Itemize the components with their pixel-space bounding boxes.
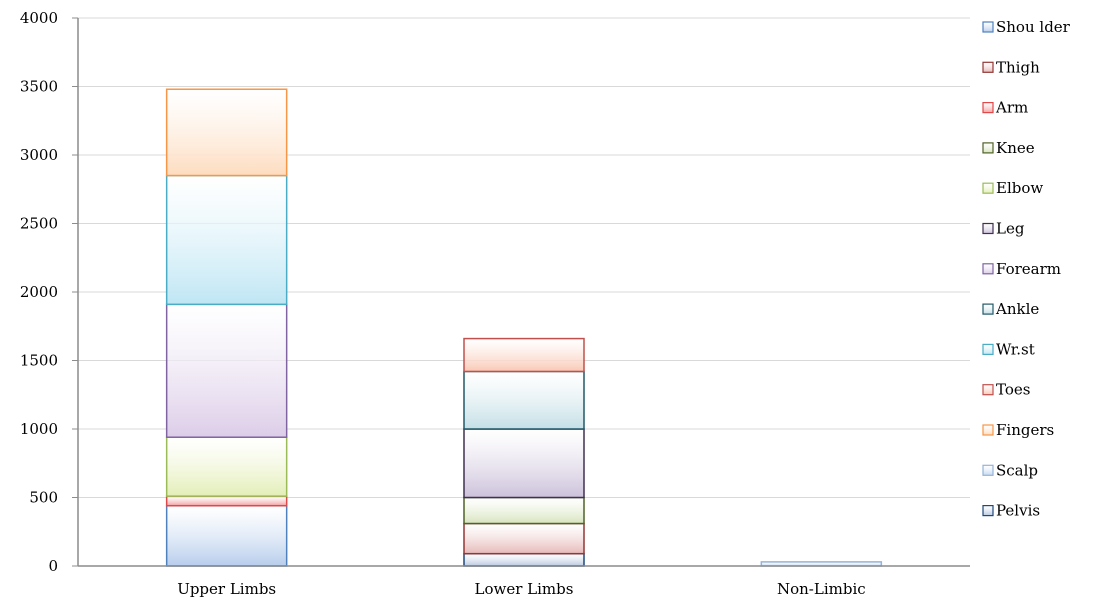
legend-label: Knee [996,139,1035,157]
legend-swatch [982,263,994,275]
y-tick-label: 2500 [20,215,58,233]
legend-swatch [982,464,994,476]
bar-segment-thigh [463,522,585,555]
bar-segment-toes [463,337,585,373]
y-tick-label: 3000 [20,146,58,164]
legend-label: Arm [995,99,1028,117]
legend-label: Leg [996,220,1025,238]
legend-label: Pelvis [996,502,1040,520]
y-tick-label: 2000 [20,283,58,301]
legend-swatch [982,343,994,355]
legend-swatch [982,222,994,235]
legend-label: Forearm [996,260,1061,278]
bars [165,88,883,567]
x-category-label: Non-Limbic [777,580,866,598]
y-tick-label: 0 [48,557,58,575]
y-tick-label: 500 [29,489,58,507]
legend-swatch [982,505,994,517]
legend-label: Ankle [995,300,1039,318]
legend-label: Thigh [996,58,1040,76]
legend-swatch [982,21,994,33]
legend-label: Fingers [996,421,1054,439]
x-category-label: Lower Limbs [475,580,574,598]
bar-segment-wr-st [165,174,288,306]
legend: Shou lder Thigh Arm Knee Elbow Leg Forearm Ankl… [982,18,1071,520]
bar-segment-arm [165,495,288,507]
y-axis-ticks: 0 500 1000 1500 2000 2500 3000 3500 4000 [20,9,78,575]
bar-segment-shou-lder [165,504,288,567]
y-tick-label: 1000 [20,420,58,438]
legend-swatch [982,384,994,396]
bar-segment-leg [463,428,585,499]
y-tick-label: 3500 [20,78,58,96]
y-tick-label: 1500 [20,352,58,370]
legend-label: Scalp [996,461,1038,479]
legend-swatch [982,303,994,315]
legend-swatch [982,182,994,194]
bar-segment-knee [463,496,585,525]
legend-swatch [982,101,994,114]
y-tick-label: 4000 [20,9,58,27]
bar-segment-ankle [463,370,585,430]
legend-label: Toes [996,381,1030,399]
legend-swatch [982,142,994,154]
legend-label: Elbow [996,179,1043,197]
bar-segment-forearm [165,303,288,438]
x-category-label: Upper Limbs [177,580,276,598]
bar-segment-fingers [165,88,288,177]
bar-segment-pelvis [463,552,585,567]
legend-swatch [982,61,994,73]
bar-segment-elbow [165,436,288,497]
legend-label: Wr.st [996,340,1035,358]
x-axis-categories: Upper Limbs Lower Limbs Non-Limbic [177,580,865,598]
legend-label: Shou lder [996,18,1071,36]
legend-swatch [982,424,994,436]
